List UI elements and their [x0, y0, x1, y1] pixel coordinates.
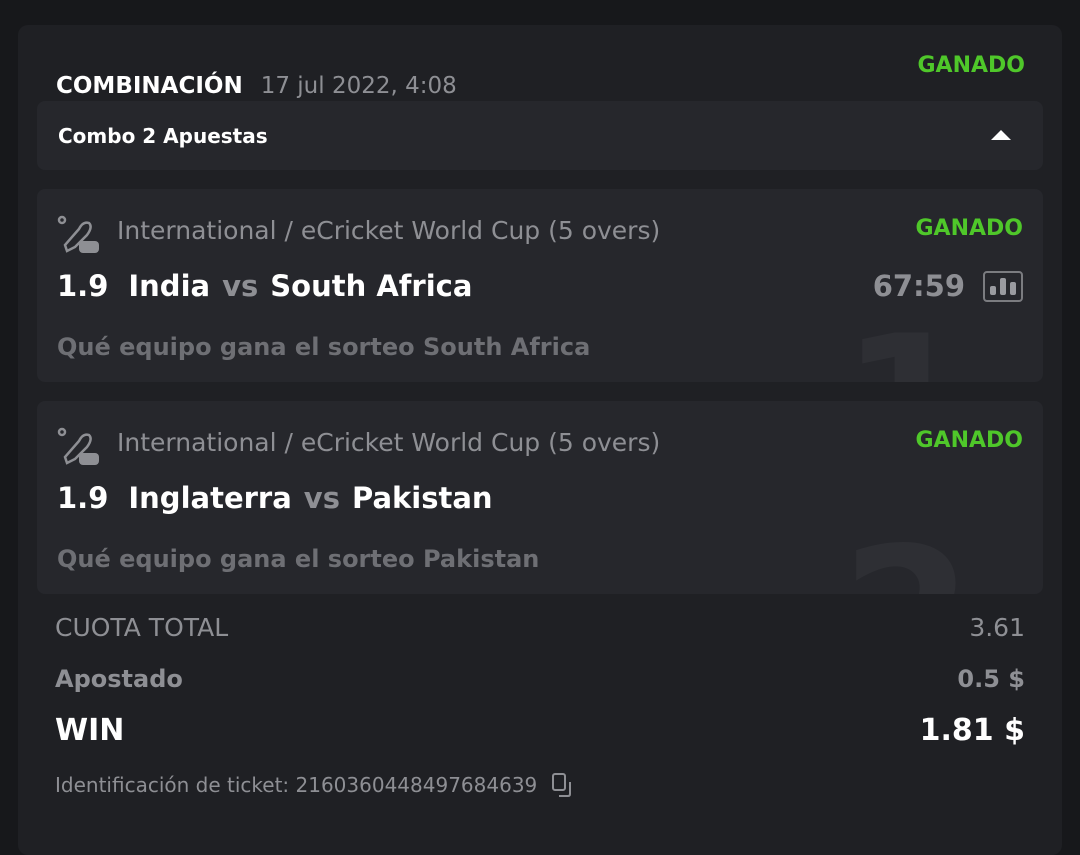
stake-label: Apostado	[55, 665, 183, 693]
away-team: South Africa	[270, 269, 473, 303]
vs-label: vs	[222, 269, 259, 303]
ticket-id: Identificación de ticket: 21603604484976…	[55, 772, 575, 798]
bet-leg: 1 International / eCricket World Cup (5 …	[37, 189, 1043, 382]
triangle-up-icon[interactable]	[991, 130, 1011, 140]
home-team: India	[128, 269, 211, 303]
leg-number: 1	[841, 311, 973, 382]
leg-status: GANADO	[915, 216, 1024, 241]
total-odds-value: 3.61	[969, 613, 1025, 642]
selection: Qué equipo gana el sorteo Pakistan	[57, 545, 540, 573]
stats-icon[interactable]	[983, 271, 1023, 302]
league-name: International / eCricket World Cup (5 ov…	[117, 428, 661, 457]
vs-label: vs	[303, 481, 340, 515]
bet-type: COMBINACIÓN	[56, 73, 243, 99]
league-name: International / eCricket World Cup (5 ov…	[117, 216, 661, 245]
leg-status: GANADO	[915, 428, 1024, 453]
match-title: 1.9 Inglaterra vs Pakistan	[57, 481, 493, 515]
bet-leg: 2 International / eCricket World Cup (5 …	[37, 401, 1043, 594]
bet-header: COMBINACIÓN 17 jul 2022, 4:08	[56, 73, 457, 99]
away-team: Pakistan	[351, 481, 493, 515]
selection: Qué equipo gana el sorteo South Africa	[57, 333, 591, 361]
home-team: Inglaterra	[128, 481, 292, 515]
ecricket-icon	[57, 427, 99, 465]
match-title: 1.9 India vs South Africa	[57, 269, 472, 303]
total-odds-row: CUOTA TOTAL 3.61	[55, 613, 1025, 642]
match-time: 67:59	[872, 269, 965, 303]
stake-row: Apostado 0.5 $	[55, 665, 1025, 693]
leg-odds: 1.9	[57, 269, 109, 303]
win-row: WIN 1.81 $	[55, 713, 1025, 748]
win-label: WIN	[55, 713, 125, 748]
combo-toggle[interactable]: Combo 2 Apuestas	[37, 101, 1043, 170]
total-odds-label: CUOTA TOTAL	[55, 613, 229, 642]
stake-value: 0.5 $	[957, 665, 1025, 693]
ecricket-icon	[57, 215, 99, 253]
ticket-id-text: Identificación de ticket: 21603604484976…	[55, 773, 538, 797]
bet-status: GANADO	[917, 53, 1026, 78]
copy-icon[interactable]	[551, 772, 575, 798]
win-value: 1.81 $	[919, 713, 1025, 748]
combo-label: Combo 2 Apuestas	[58, 124, 268, 148]
bet-date: 17 jul 2022, 4:08	[260, 73, 457, 99]
leg-odds: 1.9	[57, 481, 109, 515]
leg-number: 2	[841, 523, 973, 594]
bet-card: COMBINACIÓN 17 jul 2022, 4:08 GANADO Com…	[18, 25, 1062, 855]
